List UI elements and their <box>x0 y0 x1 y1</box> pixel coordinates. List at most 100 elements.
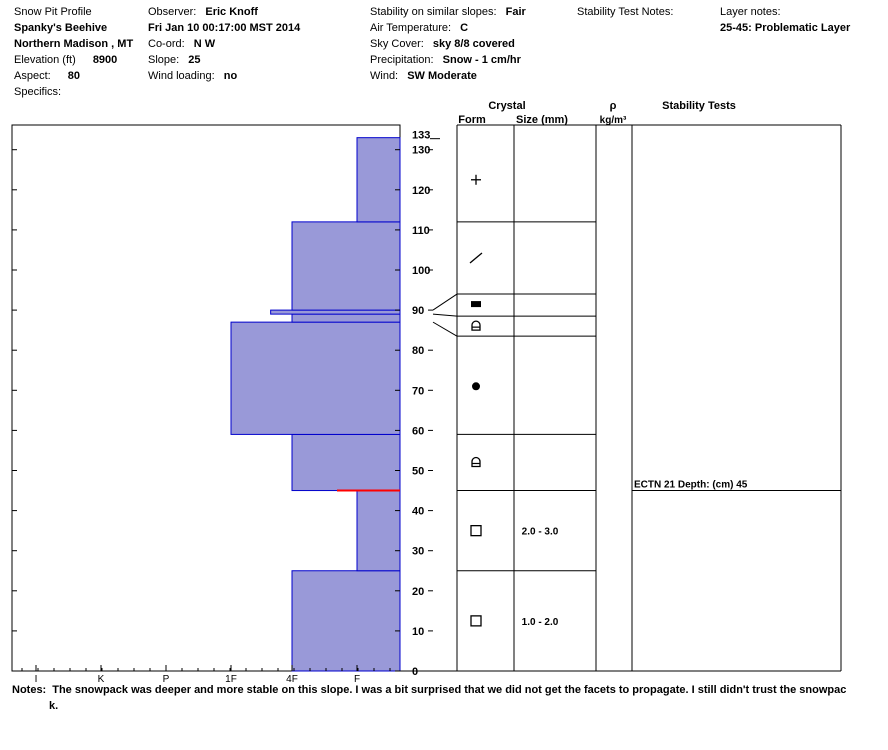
aspect-row: Aspect: 80 <box>14 68 133 84</box>
hardness-label-K: K <box>98 674 105 682</box>
stability-tests-header: Stability Tests <box>662 100 736 112</box>
depth-label-110: 110 <box>412 225 430 237</box>
precip-row: Precipitation: Snow - 1 cm/hr <box>370 52 526 68</box>
air-temp-label: Air Temperature: <box>370 22 452 34</box>
air-temp-row: Air Temperature: C <box>370 20 526 36</box>
filled-rect-icon <box>471 301 481 308</box>
wind-value: SW Moderate <box>407 70 477 82</box>
wind-loading-value: no <box>223 70 238 82</box>
layer-connector <box>432 321 458 337</box>
stability-test-0: ECTN 21 Depth: (cm) 45 <box>634 480 748 491</box>
specifics-label: Specifics: <box>14 86 62 98</box>
observation-datetime: Fri Jan 10 00:17:00 MST 2014 <box>148 22 301 34</box>
depth-label-20: 20 <box>412 586 424 598</box>
air-temp-value: C <box>460 22 469 34</box>
layer-notes-label: Layer notes: <box>720 6 781 18</box>
sky-row: Sky Cover: sky 8/8 covered <box>370 36 526 52</box>
stability-label: Stability on similar slopes: <box>370 6 497 18</box>
layer-connector <box>432 313 458 317</box>
depth-label-0: 0 <box>412 666 418 678</box>
crystal-size-1: 2.0 - 3.0 <box>522 527 559 538</box>
hardness-label-F: F <box>354 674 360 682</box>
header-col1: Snow Pit Profile Spanky's Beehive Northe… <box>14 4 133 100</box>
form-header: Form <box>458 114 486 126</box>
hardness-label-P: P <box>163 674 170 682</box>
hardness-bar-1 <box>356 490 401 572</box>
depth-label-70: 70 <box>412 385 424 397</box>
observer-value: Eric Knoff <box>205 6 258 18</box>
coord-row: Co-ord: N W <box>148 36 300 52</box>
axis-ticks: I K P 1F 4F F 0 10 20 30 40 50 60 70 80 90 100 110 120 130 1… <box>12 130 440 682</box>
coord-value: N W <box>193 38 216 50</box>
depth-label-60: 60 <box>412 425 424 437</box>
elevation-value: 8900 <box>92 54 118 66</box>
header-col2: Observer: Eric Knoff Fri Jan 10 00:17:00… <box>148 4 300 84</box>
layer-connector <box>432 293 458 311</box>
wind-label: Wind: <box>370 70 399 82</box>
location-name: Spanky's Beehive <box>14 22 108 34</box>
slope-row: Slope: 25 <box>148 52 300 68</box>
precip-value: Snow - 1 cm/hr <box>442 54 521 66</box>
hardness-bars <box>230 137 401 672</box>
crystal-size-0: 1.0 - 2.0 <box>522 617 559 628</box>
crystal-header: Crystal <box>488 100 525 112</box>
notes: Notes: The snowpack was deeper and more s… <box>12 682 872 714</box>
slash-icon <box>469 252 483 264</box>
density-symbol: ρ <box>610 100 617 112</box>
hardness-label-1F: 1F <box>225 674 237 682</box>
depth-label-90: 90 <box>412 305 424 317</box>
elevation-row: Elevation (ft) 8900 <box>14 52 133 68</box>
hardness-label-I: I <box>35 674 38 682</box>
wind-row: Wind: SW Moderate <box>370 68 526 84</box>
depth-label-100: 100 <box>412 265 430 277</box>
coord-label: Co-ord: <box>148 38 185 50</box>
hardness-bar-3 <box>230 321 401 435</box>
notes-text: The snowpack was deeper and more stable … <box>52 684 847 696</box>
snow-pit-chart: I K P 1F 4F F 0 10 20 30 40 50 60 70 80 90 100 110 120 130 1… <box>11 100 842 682</box>
slope-value: 25 <box>188 54 201 66</box>
round-icon <box>472 382 480 391</box>
stability-row: Stability on similar slopes: Fair <box>370 4 526 20</box>
hardness-bar-5 <box>270 309 401 315</box>
header-col5: Layer notes: 25-45: Problematic Layer <box>720 4 850 36</box>
depth-label-130: 130 <box>412 145 430 157</box>
hardness-bar-2 <box>291 433 401 492</box>
wind-loading-label: Wind loading: <box>148 70 215 82</box>
notes-text-wrap: k. <box>49 700 59 712</box>
stability-test-notes-label: Stability Test Notes: <box>577 6 674 18</box>
hollow-round-icon <box>471 456 481 468</box>
layer-table: ECTN 21 Depth: (cm) 45 <box>400 124 842 672</box>
elevation-label: Elevation (ft) <box>14 54 76 66</box>
size-header: Size (mm) <box>516 114 568 126</box>
aspect-value: 80 <box>67 70 80 82</box>
crystal-forms: 1.0 - 2.0 2.0 - 3.0 <box>469 174 559 628</box>
wind-loading-row: Wind loading: no <box>148 68 300 84</box>
depth-label-10: 10 <box>412 626 424 638</box>
slope-label: Slope: <box>148 54 180 66</box>
depth-label-30: 30 <box>412 546 424 558</box>
square-icon <box>470 615 482 627</box>
layer-notes-value: 25-45: Problematic Layer <box>720 22 851 34</box>
depth-label-40: 40 <box>412 506 424 518</box>
square-icon <box>470 525 482 537</box>
plus-icon <box>471 174 481 185</box>
region-name: Northern Madison , MT <box>14 38 134 50</box>
depth-label-80: 80 <box>412 345 424 357</box>
observer-row: Observer: Eric Knoff <box>148 4 300 20</box>
aspect-label: Aspect: <box>14 70 51 82</box>
sky-value: sky 8/8 covered <box>432 38 515 50</box>
page-title: Snow Pit Profile <box>14 6 92 18</box>
hardness-bar-7 <box>356 137 401 223</box>
depth-label-50: 50 <box>412 466 424 478</box>
stability-value: Fair <box>505 6 526 18</box>
density-unit: kg/m³ <box>600 115 627 126</box>
sky-label: Sky Cover: <box>370 38 424 50</box>
hardness-bar-6 <box>291 221 401 311</box>
precip-label: Precipitation: <box>370 54 434 66</box>
depth-label-120: 120 <box>412 185 430 197</box>
header-col4: Stability Test Notes: <box>577 4 673 20</box>
observer-label: Observer: <box>148 6 197 18</box>
depth-label-top: 133 <box>412 130 430 142</box>
hardness-bar-0 <box>291 570 401 672</box>
hardness-bar-4 <box>291 313 401 323</box>
